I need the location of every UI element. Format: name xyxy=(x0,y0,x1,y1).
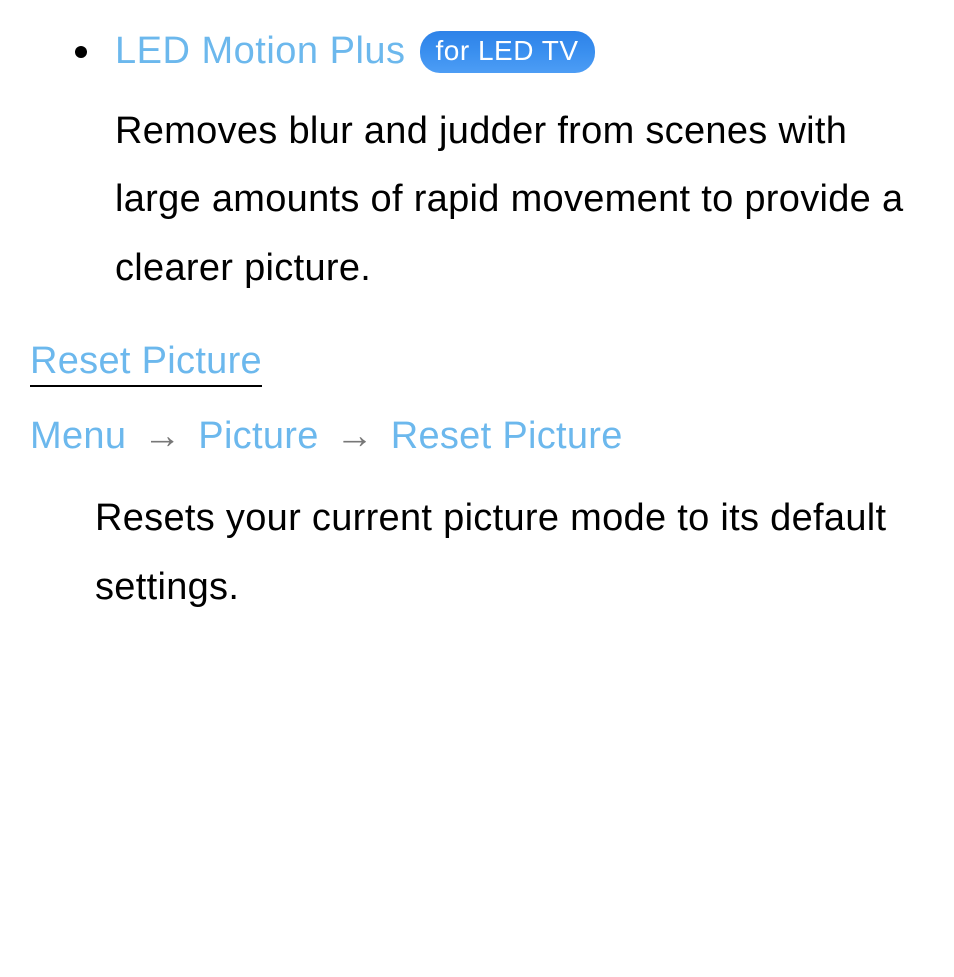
feature-bullet-row: LED Motion Plus for LED TV xyxy=(75,30,934,73)
breadcrumb-reset-picture: Reset Picture xyxy=(391,415,623,457)
feature-title: LED Motion Plus xyxy=(115,30,406,73)
breadcrumb-menu: Menu xyxy=(30,415,126,457)
breadcrumb: Menu → Picture → Reset Picture xyxy=(30,415,934,458)
section-description: Resets your current picture mode to its … xyxy=(95,484,904,621)
section-heading: Reset Picture xyxy=(30,340,262,387)
feature-badge: for LED TV xyxy=(420,31,595,73)
arrow-right-icon: → xyxy=(336,415,374,457)
arrow-right-icon: → xyxy=(143,415,181,457)
breadcrumb-picture: Picture xyxy=(198,415,318,457)
bullet-icon xyxy=(75,46,87,58)
feature-description: Removes blur and judder from scenes with… xyxy=(115,97,904,302)
